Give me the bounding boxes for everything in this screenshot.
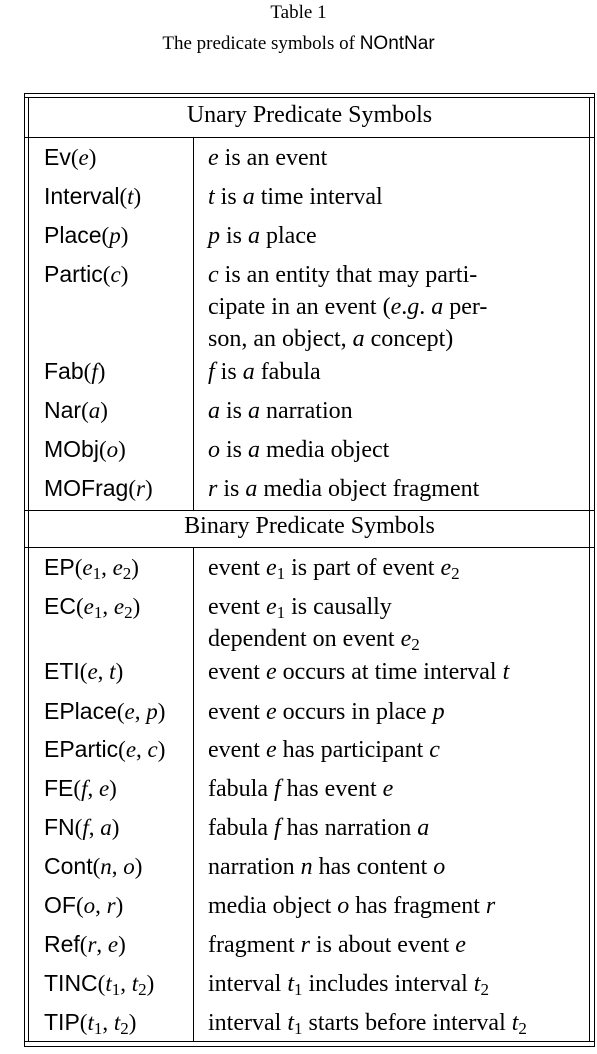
unary-symbol-place: Place(p) <box>44 222 129 248</box>
binary-description-epartic: event e has participant c <box>208 734 440 766</box>
binary-symbol-epartic: EPartic(e, c) <box>44 736 166 762</box>
binary-symbol-fn: FN(f, a) <box>44 814 120 840</box>
unary-description-mobj: o is a media object <box>208 434 389 466</box>
description-line: interval t1 includes interval t2 <box>208 971 489 999</box>
binary-description-fn: fabula f has narration a <box>208 812 429 844</box>
description-line: c is an entity that may parti- <box>208 262 478 288</box>
description-line: interval t1 starts before interval t2 <box>208 1010 527 1038</box>
description-line: dependent on event e2 <box>208 626 420 654</box>
right-border-outer <box>594 93 595 1047</box>
binary-symbol-of: OF(o, r) <box>44 892 124 918</box>
top-rule-inner <box>24 97 595 98</box>
description-line: event e occurs at time interval t <box>208 659 510 685</box>
unary-description-mofrag: r is a media object fragment <box>208 473 479 505</box>
unary-description-place: p is a place <box>208 220 317 252</box>
description-line: event e1 is part of event e2 <box>208 555 460 583</box>
caption-system-name: NOntNar <box>359 33 435 54</box>
description-line: cipate in an event (e.g. a per- <box>208 294 488 320</box>
table-label: Table 1 <box>270 2 327 23</box>
unary-symbol-partic: Partic(c) <box>44 261 129 287</box>
binary-column-divider <box>193 547 194 1041</box>
unary-description-fab: f is a fabula <box>208 356 321 388</box>
binary-description-tip: interval t1 starts before interval t2 <box>208 1007 527 1039</box>
unary-symbol-mobj: MObj(o) <box>44 436 126 462</box>
binary-description-ep: event e1 is part of event e2 <box>208 552 460 584</box>
description-line: event e1 is causally <box>208 594 392 622</box>
binary-symbol-eti: ETI(e, t) <box>44 658 124 684</box>
unary-symbol-interval: Interval(t) <box>44 183 142 209</box>
binary-symbol-eplace: EPlace(e, p) <box>44 698 166 724</box>
description-line: narration n has content o <box>208 854 446 880</box>
right-border-inner <box>589 97 590 1042</box>
binary-symbol-ref: Ref(r, e) <box>44 931 126 957</box>
unary-description-partic: c is an entity that may parti-cipate in … <box>208 259 487 355</box>
binary-description-cont: narration n has content o <box>208 851 445 883</box>
unary-section-header: Unary Predicate Symbols <box>186 102 433 128</box>
description-line: e is an event <box>208 145 328 171</box>
binary-description-eti: event e occurs at time interval t <box>208 656 509 688</box>
binary-description-of: media object o has fragment r <box>208 890 495 922</box>
left-border-inner <box>28 97 29 1042</box>
binary-header-rule <box>24 547 595 548</box>
description-line: fabula f has event e <box>208 776 394 802</box>
binary-symbol-ec: EC(e1, e2) <box>44 593 141 622</box>
binary-description-tinc: interval t1 includes interval t2 <box>208 968 489 1000</box>
unary-column-divider <box>193 137 194 510</box>
binary-symbol-cont: Cont(n, o) <box>44 853 143 879</box>
binary-symbol-fe: FE(f, e) <box>44 775 117 801</box>
unary-symbol-mofrag: MOFrag(r) <box>44 475 153 501</box>
top-rule <box>24 93 595 94</box>
description-line: r is a media object fragment <box>208 476 480 502</box>
binary-description-ref: fragment r is about event e <box>208 929 466 961</box>
unary-symbol-nar: Nar(a) <box>44 397 108 423</box>
left-border-outer <box>24 93 25 1047</box>
description-line: o is a media object <box>208 437 390 463</box>
binary-section-header: Binary Predicate Symbols <box>184 513 435 539</box>
unary-description-nar: a is a narration <box>208 395 353 427</box>
description-line: media object o has fragment r <box>208 893 496 919</box>
binary-description-ec: event e1 is causally dependent on event e… <box>208 591 420 655</box>
binary-symbol-ep: EP(e1, e2) <box>44 554 139 583</box>
binary-description-fe: fabula f has event e <box>208 773 393 805</box>
description-line: a is a narration <box>208 398 353 424</box>
bottom-rule <box>24 1046 595 1047</box>
description-line: t is a time interval <box>208 184 383 210</box>
bottom-rule-inner <box>24 1041 595 1042</box>
unary-symbol-fab: Fab(f) <box>44 358 106 384</box>
caption-prefix: The predicate symbols of <box>162 33 360 54</box>
description-line: f is a fabula <box>208 359 321 385</box>
description-line: p is a place <box>208 223 317 249</box>
unary-description-ev: e is an event <box>208 142 327 174</box>
description-line: event e has participant c <box>208 737 440 763</box>
description-line: fabula f has narration a <box>208 815 430 841</box>
binary-symbol-tinc: TINC(t1, t2) <box>44 970 155 999</box>
section-divider <box>24 510 595 511</box>
table-caption: The predicate symbols of NOntNar <box>0 33 597 55</box>
unary-symbol-ev: Ev(e) <box>44 144 97 170</box>
binary-symbol-tip: TIP(t1, t2) <box>44 1009 137 1038</box>
description-line: event e occurs in place p <box>208 699 445 725</box>
description-line: fragment r is about event e <box>208 932 466 958</box>
binary-description-eplace: event e occurs in place p <box>208 696 445 728</box>
description-line: son, an object, a concept) <box>208 326 454 352</box>
unary-description-interval: t is a time interval <box>208 181 383 213</box>
unary-header-rule <box>24 137 595 138</box>
